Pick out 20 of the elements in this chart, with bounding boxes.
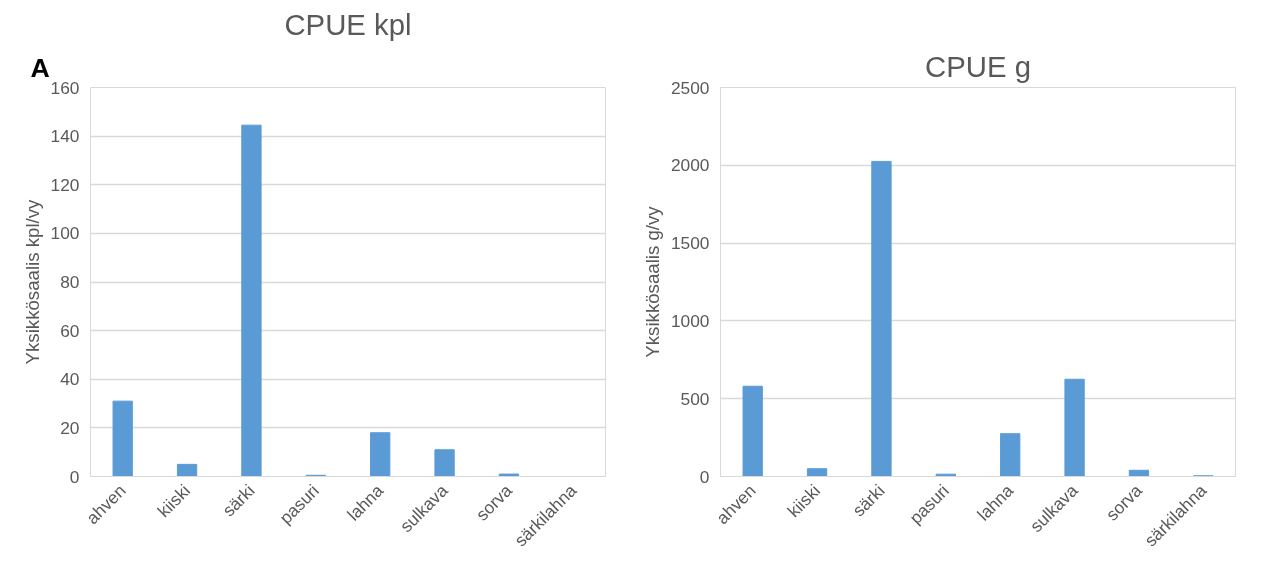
y-tick-label: 20 <box>60 417 80 438</box>
y-tick-label: 1000 <box>670 310 710 331</box>
text: A <box>30 52 50 83</box>
y-tick-label: 120 <box>50 174 80 195</box>
y-axis-title: Yksikkösaalis g/vy <box>641 205 663 358</box>
y-tick-label: 2000 <box>670 155 710 176</box>
y-tick-label: 60 <box>60 320 80 341</box>
y-tick-label: 500 <box>680 388 710 409</box>
y-tick-label: 40 <box>60 369 80 390</box>
y-axis-title: Yksikkösaalis kpl/vy <box>21 198 43 365</box>
y-tick-label: 0 <box>69 466 80 487</box>
chart-title: CPUE g <box>925 49 1031 83</box>
chart-title: CPUE kpl <box>284 7 412 41</box>
y-tick-label: 80 <box>60 272 80 292</box>
y-tick-label: 140 <box>50 126 80 147</box>
y-tick-label: 0 <box>699 466 710 487</box>
y-tick-label: 160 <box>50 77 80 98</box>
y-tick-label: 2500 <box>670 77 710 98</box>
y-tick-label: 1500 <box>670 233 710 254</box>
y-tick-label: 100 <box>50 223 80 244</box>
